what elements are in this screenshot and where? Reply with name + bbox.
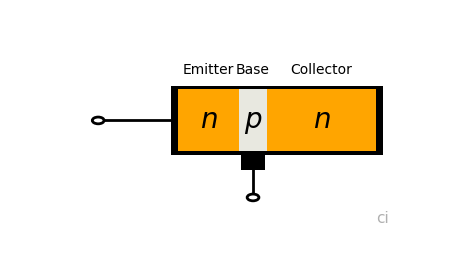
Bar [239, 89, 267, 152]
Text: p: p [244, 106, 262, 135]
Bar [171, 85, 383, 155]
Circle shape [247, 194, 259, 201]
Text: n: n [200, 106, 218, 135]
Text: n: n [312, 106, 330, 135]
Bar [241, 152, 265, 170]
Bar [267, 89, 376, 152]
Text: Collector: Collector [291, 63, 352, 77]
Text: Emitter: Emitter [183, 63, 234, 77]
Text: Base: Base [236, 63, 270, 77]
Text: ci: ci [376, 211, 389, 226]
Circle shape [92, 117, 104, 124]
Bar [178, 89, 239, 152]
